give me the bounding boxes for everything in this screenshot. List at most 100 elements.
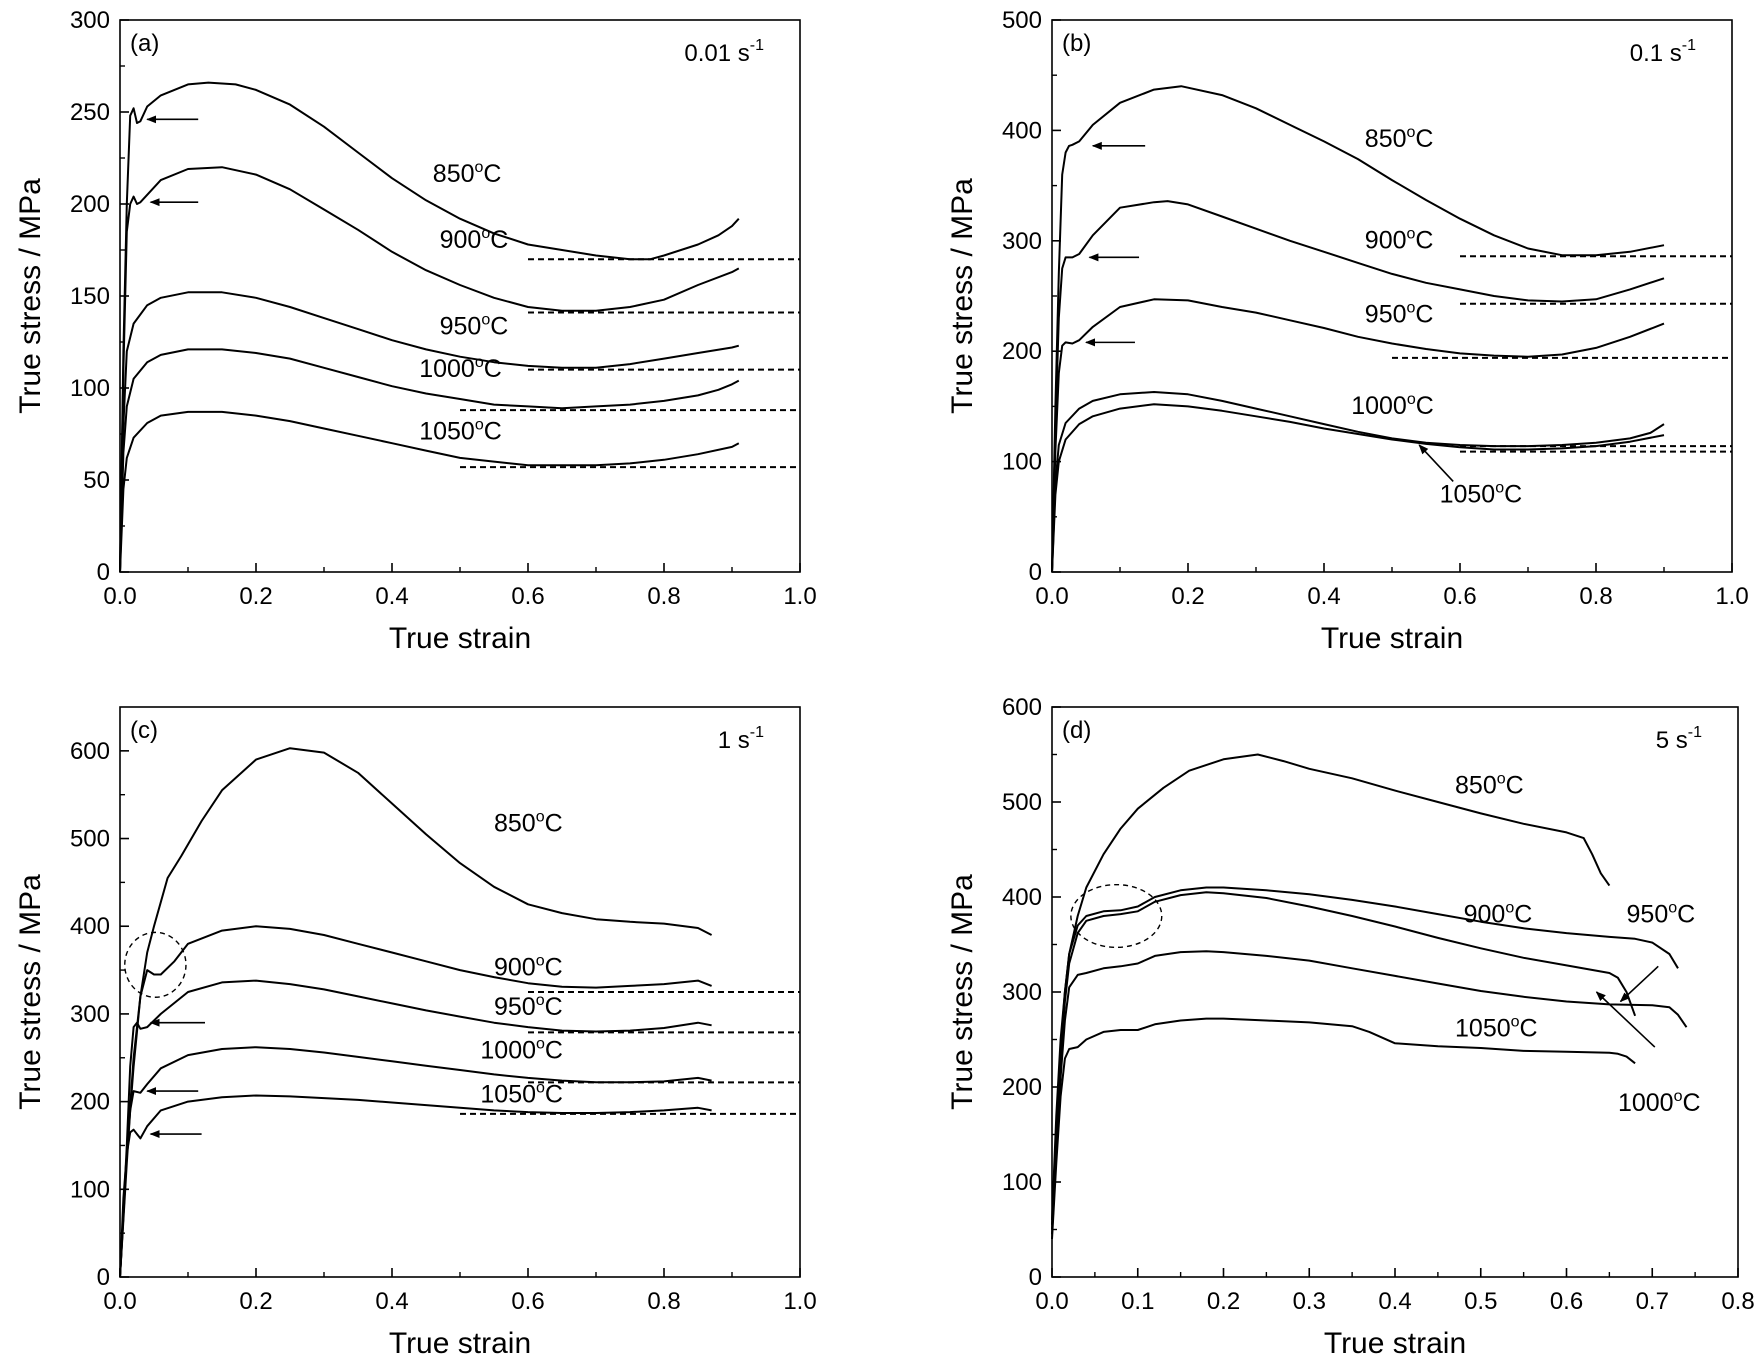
strain-rate-label: 0.01 s-1 xyxy=(684,37,764,67)
curve-900 xyxy=(1051,886,1679,1225)
y-tick-label: 0 xyxy=(97,559,110,586)
chart-panel: 0.0 0.2 0.4 0.6 0.8 1.0 0 50 100 150 200 250 300 True… xyxy=(14,7,817,655)
x-tick-label: 1.0 xyxy=(1715,583,1748,610)
x-tick-label: 0.5 xyxy=(1464,1288,1497,1315)
y-tick-label: 0 xyxy=(97,1264,110,1291)
x-tick-label: 0.1 xyxy=(1121,1288,1154,1315)
curve-900 xyxy=(119,166,740,573)
curve-label: 1000oC xyxy=(1618,1088,1701,1117)
x-tick-label: 0.0 xyxy=(1035,1288,1068,1315)
curve-label: 950oC xyxy=(440,312,509,341)
y-tick-label: 200 xyxy=(70,1089,110,1116)
panel-label: (b) xyxy=(1062,30,1091,57)
curve-label-degree: o xyxy=(481,225,490,242)
curve-label-temp: 950 xyxy=(1365,300,1407,328)
y-tick-label: 600 xyxy=(70,738,110,765)
curve-label-unit: C xyxy=(484,418,502,446)
x-tick-label: 0.2 xyxy=(239,1288,272,1315)
curve-label-unit: C xyxy=(484,355,502,383)
x-tick-label: 0.4 xyxy=(1307,583,1340,610)
curve-1000 xyxy=(119,1046,712,1278)
curve-950 xyxy=(1051,891,1637,1230)
y-tick-label: 100 xyxy=(1002,1169,1042,1196)
curve-label: 850oC xyxy=(494,809,563,838)
x-tick-label: 0.4 xyxy=(1378,1288,1411,1315)
curve-label-degree: o xyxy=(1495,479,1504,496)
x-tick-label: 0.3 xyxy=(1293,1288,1326,1315)
y-axis-label: True stress / MPa xyxy=(14,178,47,414)
strain-rate-superscript: -1 xyxy=(1682,37,1696,54)
curve-1000 xyxy=(119,348,740,573)
y-tick-label: 250 xyxy=(70,99,110,126)
curve-label-unit: C xyxy=(545,1037,563,1065)
x-tick-label: 0.2 xyxy=(239,583,272,610)
y-tick-label: 500 xyxy=(1002,7,1042,34)
curve-label-unit: C xyxy=(483,160,501,188)
y-tick-label: 300 xyxy=(70,7,110,34)
curve-label: 900oC xyxy=(1464,900,1533,929)
curve-850 xyxy=(1051,85,1665,573)
strain-rate-text: 0.01 s xyxy=(684,40,749,67)
strain-rate-text: 5 s xyxy=(1656,727,1688,754)
curve-1050 xyxy=(119,410,740,573)
y-tick-label: 200 xyxy=(1002,338,1042,365)
curve-label: 1050oC xyxy=(480,1079,563,1108)
y-tick-label: 200 xyxy=(1002,1074,1042,1101)
strain-rate-text: 1 s xyxy=(718,727,750,754)
x-tick-label: 0.8 xyxy=(1579,583,1612,610)
curve-label-temp: 950 xyxy=(494,993,536,1021)
curve-label: 950oC xyxy=(494,992,563,1021)
curve-950 xyxy=(119,979,712,1278)
plot-frame xyxy=(1051,19,1733,573)
curve-label-degree: o xyxy=(1407,299,1416,316)
curve-label-unit: C xyxy=(545,993,563,1021)
y-tick-label: 300 xyxy=(1002,228,1042,255)
curve-label-degree: o xyxy=(536,992,545,1009)
curve-label-temp: 950 xyxy=(1627,901,1669,929)
x-tick-label: 0.6 xyxy=(1443,583,1476,610)
annotation-arrow xyxy=(1418,444,1454,483)
highlight-circle xyxy=(124,931,187,998)
y-tick-label: 300 xyxy=(1002,979,1042,1006)
plot-frame xyxy=(1051,706,1739,1278)
curve-label-unit: C xyxy=(490,313,508,341)
curve-label-temp: 850 xyxy=(1365,125,1407,153)
curve-label-temp: 900 xyxy=(494,953,536,981)
y-tick-label: 100 xyxy=(70,375,110,402)
curve-label-temp: 1050 xyxy=(480,1080,536,1108)
curve-label-unit: C xyxy=(1677,901,1695,929)
curve-label: 1000oC xyxy=(480,1036,563,1065)
chart-panel: 0.0 0.2 0.4 0.6 0.8 1.0 0 100 200 300 400 500 600 Tru… xyxy=(14,706,817,1360)
curve-900 xyxy=(119,925,712,1278)
y-tick-label: 150 xyxy=(70,283,110,310)
curve-label-temp: 850 xyxy=(494,810,536,838)
curve-label-degree: o xyxy=(475,354,484,371)
curve-label-degree: o xyxy=(536,952,545,969)
curve-1050 xyxy=(1051,1017,1636,1240)
curve-label-temp: 1000 xyxy=(419,355,475,383)
y-tick-label: 400 xyxy=(1002,117,1042,144)
x-tick-label: 0.8 xyxy=(1721,1288,1754,1315)
x-axis-label: True strain xyxy=(1321,622,1463,655)
curve-label-temp: 1000 xyxy=(1351,392,1407,420)
x-tick-label: 0.2 xyxy=(1171,583,1204,610)
curve-label-temp: 950 xyxy=(440,313,482,341)
curve-label-unit: C xyxy=(1504,480,1522,508)
curve-label-degree: o xyxy=(475,417,484,434)
curve-label: 1050oC xyxy=(1455,1014,1538,1043)
curve-label-unit: C xyxy=(1506,771,1524,799)
x-tick-label: 1.0 xyxy=(783,583,816,610)
x-tick-label: 0.0 xyxy=(103,583,136,610)
y-tick-label: 100 xyxy=(1002,449,1042,476)
curve-label-temp: 850 xyxy=(1455,771,1497,799)
y-tick-label: 100 xyxy=(70,1176,110,1203)
x-tick-label: 1.0 xyxy=(783,1288,816,1315)
x-tick-label: 0.6 xyxy=(511,583,544,610)
x-axis-label: True strain xyxy=(1324,1327,1466,1360)
y-axis-label: True stress / MPa xyxy=(946,874,979,1110)
curve-label-unit: C xyxy=(1520,1015,1538,1043)
strain-rate-label: 0.1 s-1 xyxy=(1630,37,1696,67)
curve-label-degree: o xyxy=(536,809,545,826)
curve-label-temp: 1050 xyxy=(419,418,475,446)
curve-label: 850oC xyxy=(1455,770,1524,799)
